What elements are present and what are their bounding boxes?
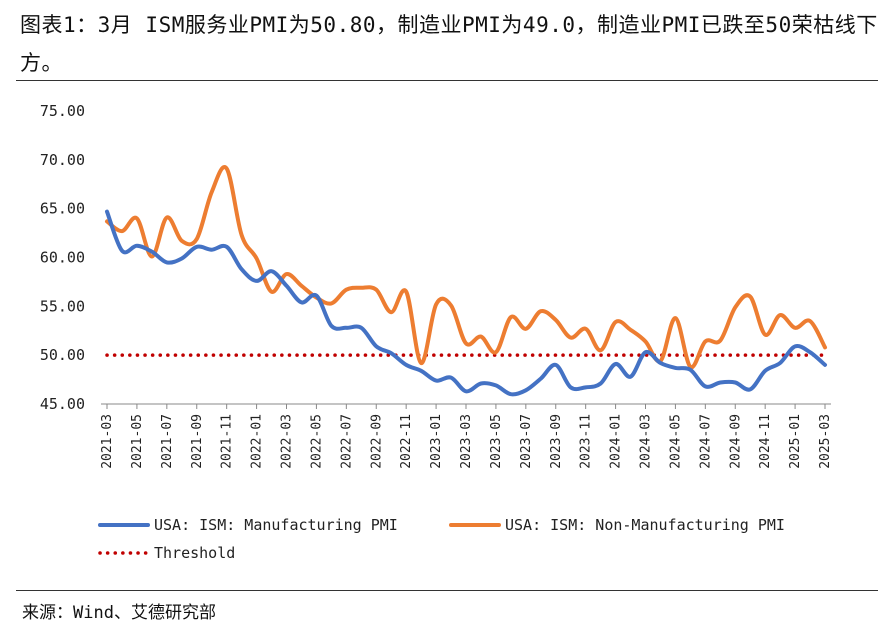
x-tick-label: 2023-11 [579, 414, 594, 469]
x-tick-label: 2021-11 [220, 414, 235, 469]
x-tick-label: 2023-01 [429, 414, 444, 469]
x-tick-label: 2022-03 [280, 414, 295, 469]
x-tick-label: 2021-03 [100, 414, 115, 469]
x-tick-label: 2023-07 [519, 414, 534, 469]
x-tick-label: 2022-01 [250, 414, 265, 469]
x-tick-label: 2022-09 [369, 414, 384, 469]
y-tick-label: 50.00 [40, 346, 85, 364]
series-line [105, 209, 827, 397]
x-tick-label: 2021-09 [190, 414, 205, 469]
y-axis: 75.00 70.00 65.00 60.00 55.00 50.00 45.00 [40, 102, 85, 413]
x-tick-label: 2024-11 [758, 414, 773, 469]
y-tick-label: 75.00 [40, 102, 85, 120]
x-tick-label: 2025-01 [788, 414, 803, 469]
chart-title: 图表1：3月 ISM服务业PMI为50.80，制造业PMI为49.0，制造业PM… [20, 13, 878, 75]
y-tick-label: 45.00 [40, 395, 85, 413]
legend-label: Threshold [154, 544, 235, 562]
y-tick-label: 55.00 [40, 297, 85, 315]
y-tick-label: 65.00 [40, 200, 85, 218]
x-tick-label: 2024-07 [698, 414, 713, 469]
y-tick-label: 60.00 [40, 249, 85, 267]
x-tick-label: 2024-05 [668, 414, 683, 469]
legend: USA: ISM: Manufacturing PMI USA: ISM: Non… [98, 516, 785, 562]
title-rule [16, 80, 878, 81]
footer-rule [16, 590, 878, 591]
x-tick-label: 2024-01 [609, 414, 624, 469]
legend-label: USA: ISM: Non-Manufacturing PMI [505, 516, 785, 534]
x-tick-label: 2022-05 [309, 414, 324, 469]
x-tick-label: 2023-09 [549, 414, 564, 469]
x-tick-label: 2024-03 [639, 414, 654, 469]
x-axis: 2021-03 2021-05 2021-07 2021-09 2021-11 2022-… [100, 403, 833, 469]
series-line [105, 165, 827, 370]
x-tick-label: 2023-03 [459, 414, 474, 469]
x-tick-label: 2022-07 [339, 414, 354, 469]
x-tick-label: 2021-07 [160, 414, 175, 469]
x-tick-label: 2023-05 [489, 414, 504, 469]
x-tick-label: 2025-03 [818, 414, 833, 469]
legend-label: USA: ISM: Manufacturing PMI [154, 516, 398, 534]
x-tick-label: 2022-11 [399, 414, 414, 469]
y-tick-label: 70.00 [40, 151, 85, 169]
x-tick-label: 2024-09 [728, 414, 743, 469]
series-lines [105, 165, 827, 397]
source-note: 来源：Wind、艾德研究部 [22, 603, 216, 623]
x-tick-label: 2021-05 [130, 414, 145, 469]
